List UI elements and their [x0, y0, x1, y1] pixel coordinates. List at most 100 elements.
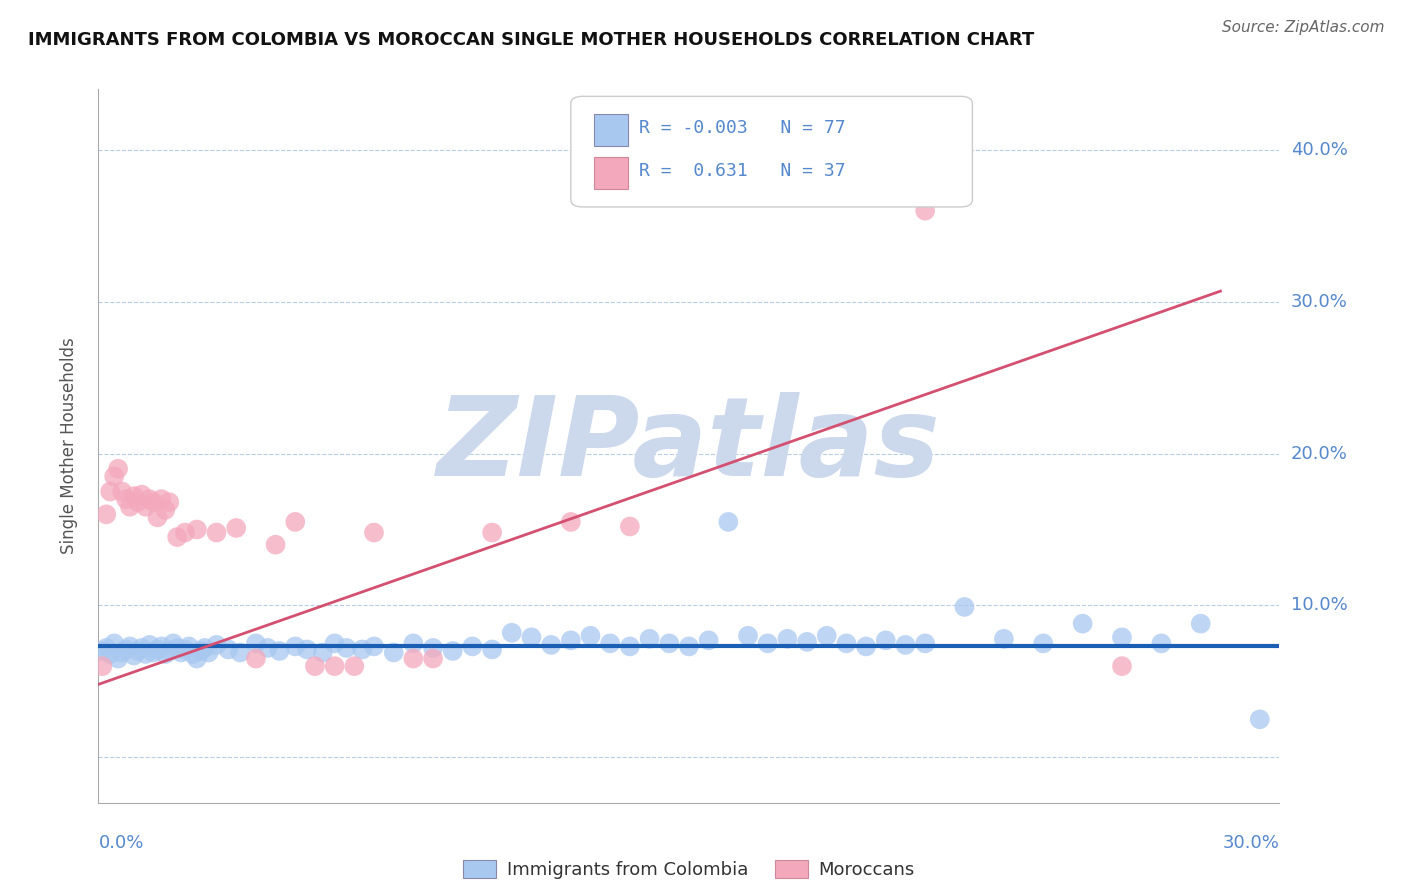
Point: [1249, 712, 1271, 726]
Text: 30.0%: 30.0%: [1223, 834, 1279, 852]
Point: [481, 642, 503, 657]
Point: [599, 636, 621, 650]
Point: [162, 636, 184, 650]
Text: 0.0%: 0.0%: [98, 834, 143, 852]
Point: [166, 530, 188, 544]
Point: [155, 647, 177, 661]
Point: [186, 523, 208, 537]
Text: R =  0.631   N = 37: R = 0.631 N = 37: [640, 162, 846, 180]
Point: [402, 651, 425, 665]
Point: [245, 651, 267, 665]
FancyBboxPatch shape: [595, 157, 627, 189]
Point: [98, 484, 121, 499]
Point: [91, 659, 114, 673]
Point: [560, 515, 582, 529]
Point: [619, 640, 641, 654]
Point: [194, 640, 217, 655]
Point: [815, 629, 838, 643]
Point: [382, 645, 405, 659]
Point: [875, 633, 897, 648]
Point: [363, 525, 385, 540]
Point: [245, 636, 267, 650]
Point: [131, 487, 153, 501]
Point: [146, 642, 169, 657]
Point: [717, 515, 740, 529]
Point: [181, 647, 204, 661]
FancyBboxPatch shape: [595, 114, 627, 146]
Point: [796, 635, 818, 649]
Point: [205, 638, 228, 652]
FancyBboxPatch shape: [571, 96, 973, 207]
Point: [142, 645, 165, 659]
Point: [177, 640, 200, 654]
Point: [304, 659, 326, 673]
Point: [135, 500, 157, 514]
Point: [150, 492, 173, 507]
Point: [560, 633, 582, 648]
Text: Source: ZipAtlas.com: Source: ZipAtlas.com: [1222, 20, 1385, 35]
Point: [993, 632, 1015, 646]
Point: [138, 638, 160, 652]
Point: [343, 659, 366, 673]
Point: [481, 525, 503, 540]
Point: [122, 489, 145, 503]
Text: R = -0.003   N = 77: R = -0.003 N = 77: [640, 120, 846, 137]
Point: [619, 519, 641, 533]
Point: [520, 630, 543, 644]
Point: [1071, 616, 1094, 631]
Point: [229, 645, 252, 659]
Point: [1111, 630, 1133, 644]
Point: [111, 484, 134, 499]
Text: 10.0%: 10.0%: [1291, 597, 1347, 615]
Point: [197, 645, 219, 659]
Point: [756, 636, 779, 650]
Point: [170, 645, 193, 659]
Point: [953, 599, 976, 614]
Point: [323, 636, 346, 650]
Point: [284, 640, 307, 654]
Point: [579, 629, 602, 643]
Point: [107, 651, 129, 665]
Point: [352, 642, 374, 657]
Point: [855, 640, 877, 654]
Point: [96, 508, 118, 522]
Point: [146, 510, 169, 524]
Point: [1189, 616, 1212, 631]
Point: [115, 492, 138, 507]
Point: [914, 636, 936, 650]
Point: [256, 640, 278, 655]
Point: [142, 495, 165, 509]
Point: [323, 659, 346, 673]
Point: [127, 644, 149, 658]
Point: [441, 644, 464, 658]
Point: [914, 203, 936, 218]
Point: [217, 642, 239, 657]
Point: [150, 640, 173, 654]
Point: [1111, 659, 1133, 673]
Point: [118, 500, 141, 514]
Point: [98, 647, 121, 661]
Point: [461, 640, 484, 654]
Point: [225, 521, 247, 535]
Point: [174, 525, 197, 540]
Point: [363, 640, 385, 654]
Y-axis label: Single Mother Households: Single Mother Households: [59, 338, 77, 554]
Point: [540, 638, 562, 652]
Point: [284, 515, 307, 529]
Point: [91, 644, 114, 658]
Point: [264, 538, 287, 552]
Point: [122, 648, 145, 663]
Point: [776, 632, 799, 646]
Point: [96, 640, 118, 655]
Point: [501, 625, 523, 640]
Text: 30.0%: 30.0%: [1291, 293, 1347, 310]
Point: [155, 502, 177, 516]
Point: [103, 636, 125, 650]
Point: [205, 525, 228, 540]
Point: [894, 638, 917, 652]
Text: IMMIGRANTS FROM COLOMBIA VS MOROCCAN SINGLE MOTHER HOUSEHOLDS CORRELATION CHART: IMMIGRANTS FROM COLOMBIA VS MOROCCAN SIN…: [28, 31, 1035, 49]
Point: [1288, 614, 1310, 628]
Point: [157, 495, 180, 509]
Point: [135, 647, 157, 661]
Point: [295, 642, 318, 657]
